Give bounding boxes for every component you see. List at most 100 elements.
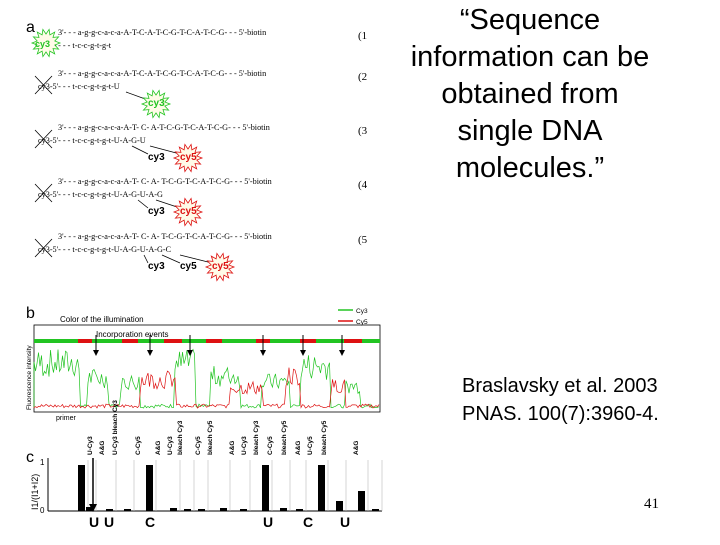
base-letter: U [104, 514, 114, 530]
step-number: (5 [358, 234, 368, 246]
event-label: C-Cy5 [267, 436, 274, 455]
panel-c-bars [78, 458, 383, 512]
panel-c-label: c [26, 449, 34, 466]
panel-c-bar [124, 509, 131, 511]
incorporation-arrows [93, 335, 345, 356]
panel-c-arrowhead [89, 504, 97, 512]
fluorescence-traces [33, 348, 380, 410]
panel-c-bar [220, 508, 227, 511]
citation-authors: Braslavsky et al. 2003 [462, 375, 658, 397]
illumination-cy3-segment [222, 339, 256, 343]
illumination-cy5-segment [344, 339, 362, 343]
panel-c-bar [184, 509, 191, 511]
illumination-bar [34, 339, 380, 343]
panel-b-label: b [26, 305, 35, 322]
step-number: (1 [358, 30, 367, 42]
event-label: A&G [229, 441, 236, 455]
event-labels: U-Cy3 A&G U-Cy3 bleach Cy3 C-Cy5 A&G U-Cy3 ble… [87, 400, 360, 455]
cy3-dye-label: cy3 [35, 39, 50, 49]
cy3-dye-label: cy3 [148, 152, 165, 163]
event-label: C-Cy5 [195, 436, 202, 455]
panel-c-bar [240, 509, 247, 511]
cy5-burst [172, 143, 204, 173]
arrowhead [187, 350, 193, 356]
bleached-cross [34, 75, 53, 95]
sequence-primer-strand: cy3-5'- - - t-c-c-g-t-g-t-U-A-G-U [38, 136, 146, 145]
panel-c-bar [86, 507, 93, 511]
cy3-dye-label: cy3 [148, 98, 165, 109]
sequence-template-strand: 3'- - - a-g-g-c-a-c-a-A-T-C-A-T-C-G-T-C-… [58, 28, 266, 37]
figure-svg: a 3'- - - a-g-g-c-a-c-a-A-T-C-A-T-C-G-T-… [26, 19, 383, 530]
panel-c-bar [146, 465, 153, 511]
cy5-dye-label: cy5 [180, 206, 197, 217]
event-label: U-Cy3 [241, 436, 248, 455]
dye-tether [143, 254, 149, 264]
event-label: U-Cy3 [87, 436, 94, 455]
event-label: bleach Cy5 [281, 420, 288, 455]
sequence-primer-strand: cy3-5'- - - t-c-c-g-t-g-t [38, 41, 112, 50]
panel-c-ytick-bottom: 0 [40, 506, 45, 515]
cy3-burst [30, 28, 62, 58]
panel-c-bar [372, 509, 379, 511]
illumination-cy3-segment [34, 339, 78, 343]
illumination-cy5-segment [164, 339, 182, 343]
cy3-burst [140, 89, 172, 119]
panel-a-label: a [26, 19, 35, 36]
illumination-cy3-segment [316, 339, 344, 343]
citation: Braslavsky et al. 2003 PNAS. 100(7):3960… [462, 372, 659, 428]
panel-c-ytick-top: 1 [40, 458, 45, 467]
panel-b: Cy3 Cy5 Color of the illumination Incorp… [26, 308, 381, 455]
base-letter: U [89, 514, 99, 530]
panel-c-bar [170, 508, 177, 511]
panel-a: 3'- - - a-g-g-c-a-c-a-A-T-C-A-T-C-G-T-C-… [30, 28, 368, 282]
illumination-cy3-segment [182, 339, 206, 343]
panel-c-ylabel: I1/(I1+I2) [30, 474, 40, 510]
bleached-cross [34, 129, 53, 149]
sequence-template-strand: 3'- - - a-g-g-c-a-c-a-A-T- C- A- T-C-G-T… [58, 177, 272, 186]
cy5-dye-label: cy5 [212, 261, 229, 272]
illumination-cy5-segment [206, 339, 222, 343]
event-label: C-Cy5 [135, 436, 142, 455]
event-label: bleach Cy5 [207, 420, 214, 455]
fluorescence-ylabel: Fluorescence intensity [26, 345, 33, 410]
event-label: A&G [353, 441, 360, 455]
panel-c-bar [318, 465, 325, 511]
legend-cy5-label: Cy5 [356, 319, 368, 326]
base-letter: C [145, 514, 155, 530]
cy5-dye-label: cy5 [180, 152, 197, 163]
quote-text: “Sequence information can be obtained fr… [410, 4, 650, 184]
event-label: bleach Cy3 [177, 420, 184, 455]
primer-label: primer [56, 415, 77, 422]
arrowhead [260, 350, 266, 356]
cy3-dye-label: cy3 [148, 261, 165, 272]
panel-c-bar [336, 501, 343, 511]
bleached-cross [34, 238, 53, 258]
illumination-cy5-segment [300, 339, 316, 343]
base-letter: U [263, 514, 273, 530]
event-label: U-Cy5 [307, 436, 314, 455]
dye-tether [149, 145, 181, 155]
illumination-cy3-segment [270, 339, 300, 343]
base-letter: C [303, 514, 313, 530]
dye-tether [137, 199, 149, 209]
event-label: A&G [155, 441, 162, 455]
dye-tether [179, 254, 213, 264]
arrowhead [93, 350, 99, 356]
cy5-burst [172, 197, 204, 227]
illumination-cy5-segment [78, 339, 92, 343]
cy5-dye-label: cy5 [180, 261, 197, 272]
cy5-burst [204, 252, 236, 282]
step-number: (2 [358, 71, 367, 83]
step-number: (4 [358, 179, 368, 191]
sequence-template-strand: 3'- - - a-g-g-c-a-c-a-A-T- C- A-T-C-G-T-… [58, 123, 270, 132]
panel-c-bar [106, 509, 113, 511]
panel-c-bar [358, 491, 365, 511]
step-number: (3 [358, 125, 368, 137]
illumination-cy3-segment [362, 339, 380, 343]
sequence-primer-strand: cy3-5'- - - t-c-c-g-t-g-t-U [38, 82, 120, 91]
arrowhead [339, 350, 345, 356]
event-label: U-Cy3 bleach Cy3 [112, 400, 119, 455]
cy3-dye-label: cy3 [148, 206, 165, 217]
